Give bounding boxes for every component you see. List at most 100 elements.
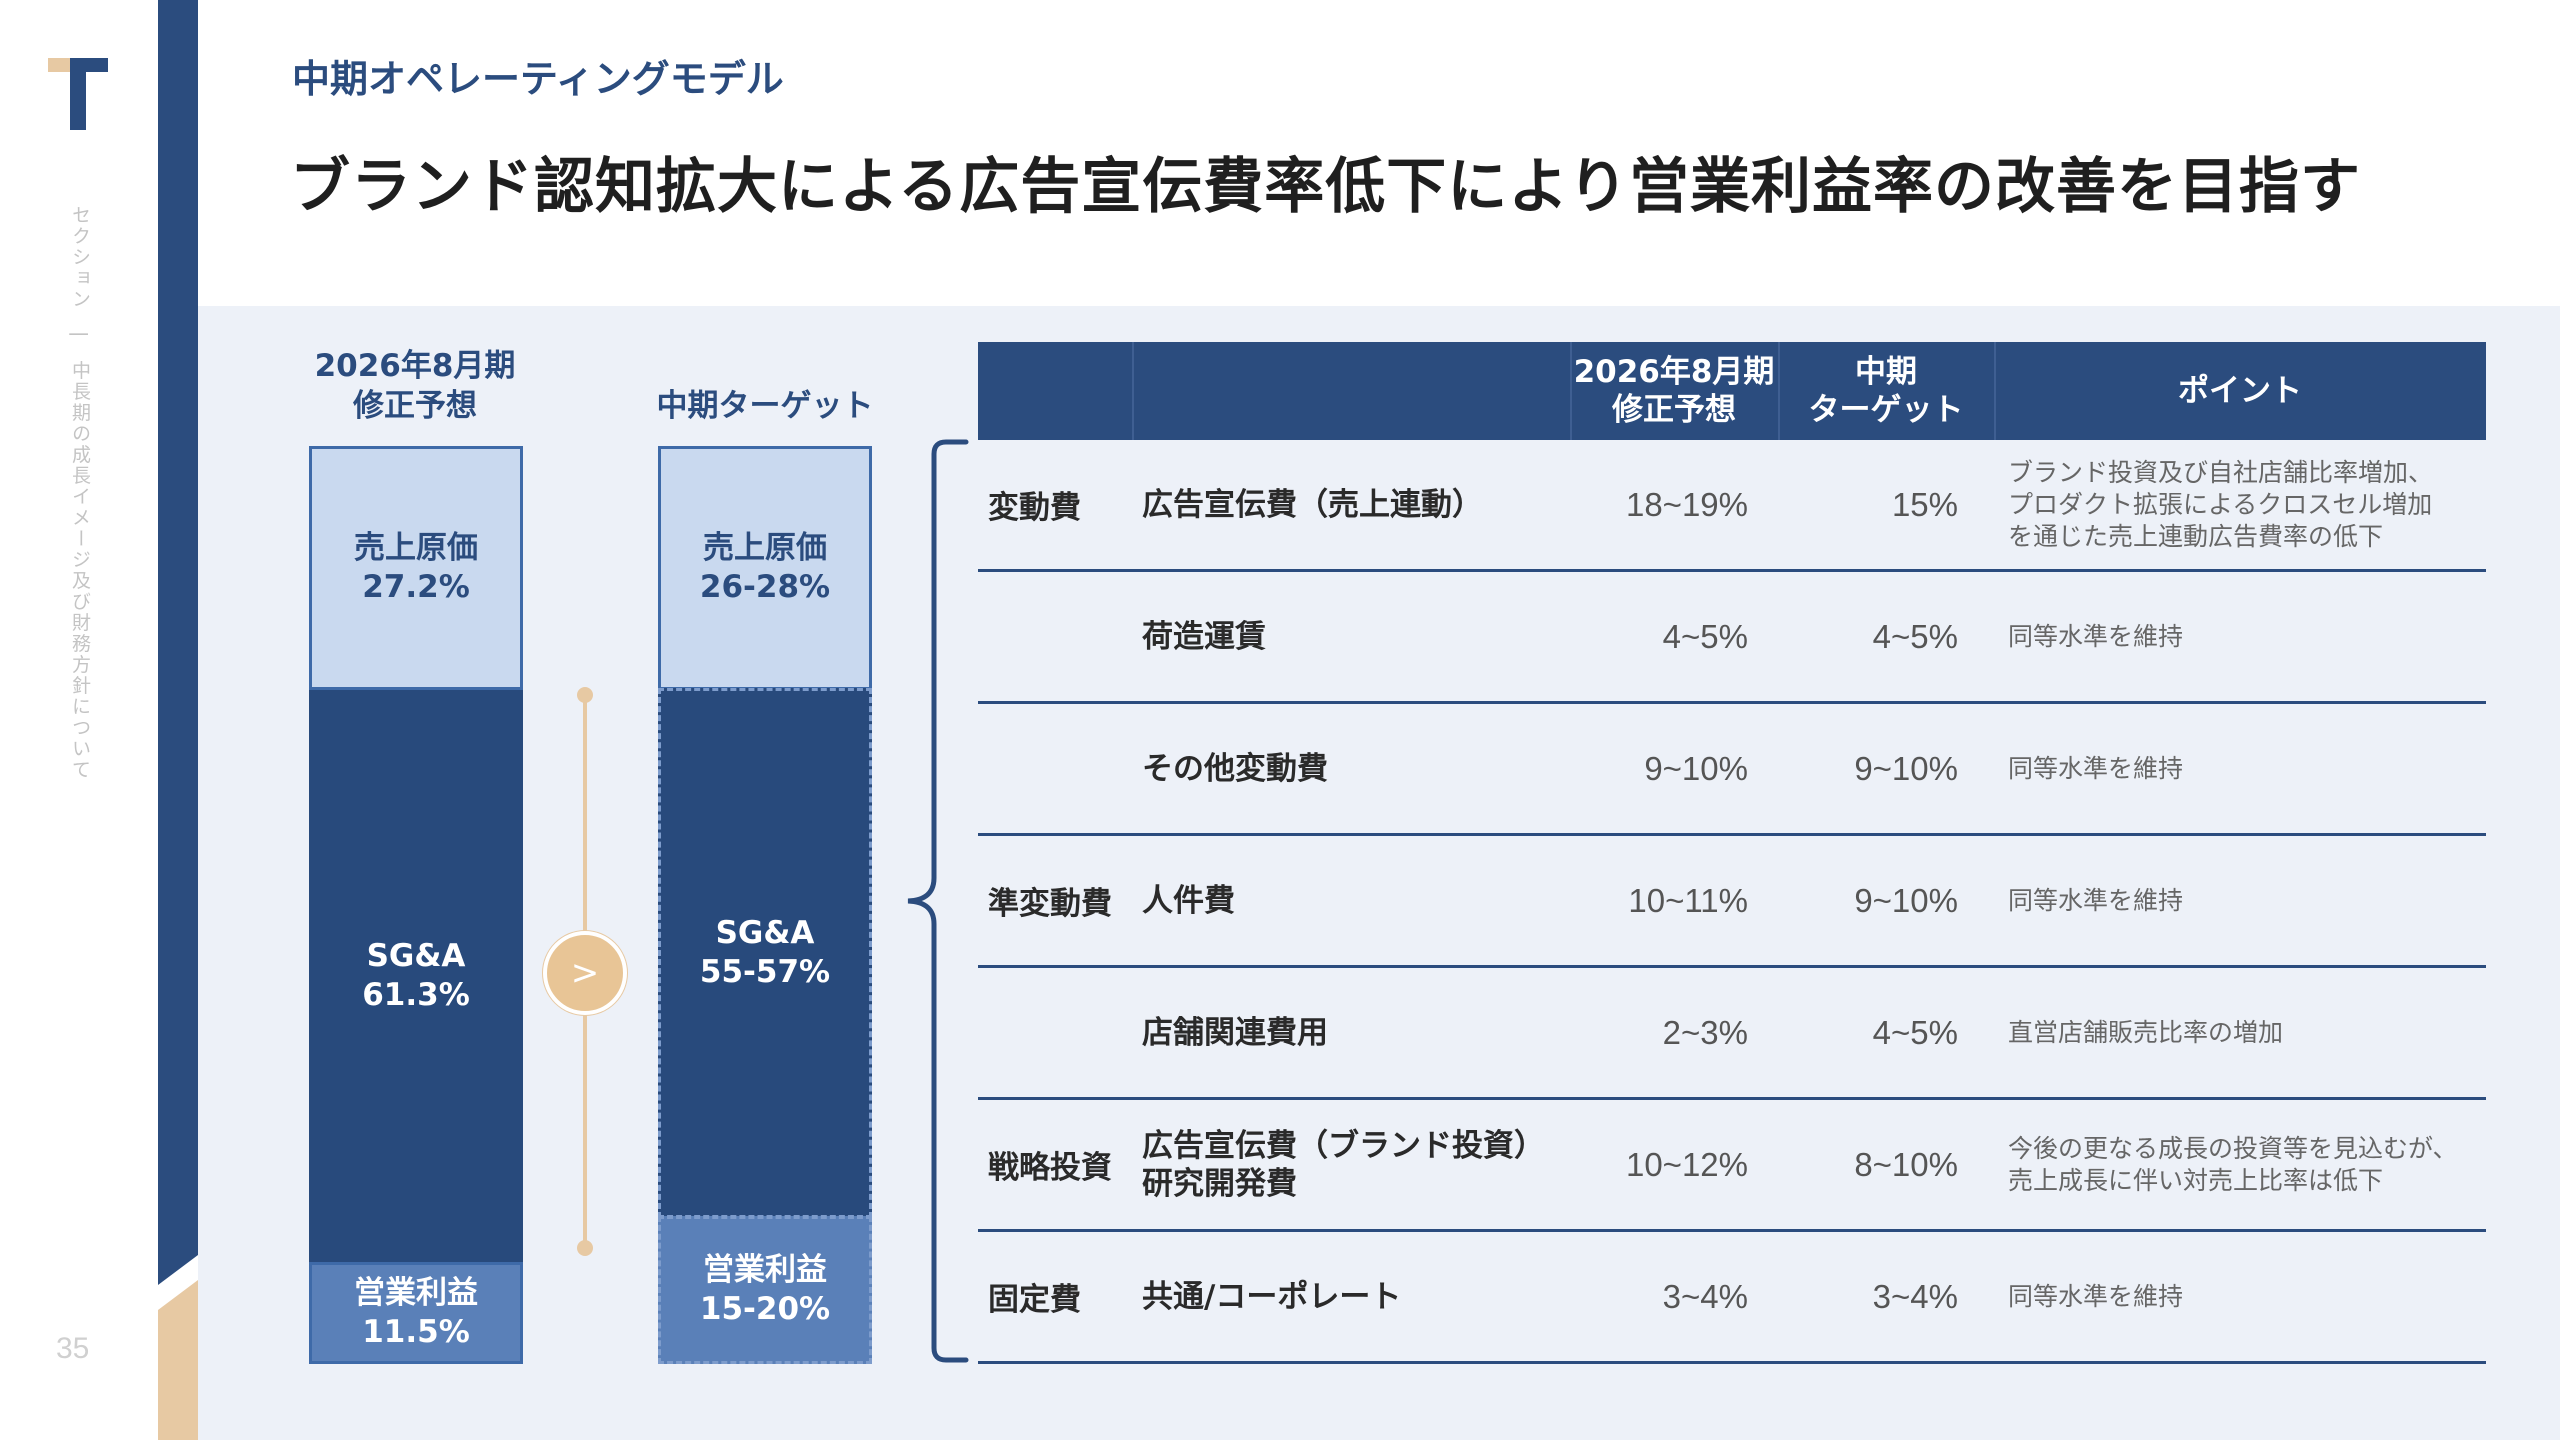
current-cogs-label: 売上原価 xyxy=(354,530,478,566)
row-current-value: 10~11% xyxy=(1628,881,1748,919)
page-number: 35 xyxy=(56,1332,90,1365)
row-target-value: 15% xyxy=(1891,485,1958,523)
table-row: 変動費 広告宣伝費（売上連動） 18~19% 15% ブランド投資及び自社店舗比率増加、… xyxy=(978,440,2486,572)
section-label: セクション | 中長期の成長イメージ及び財務方針について xyxy=(69,205,91,781)
table-body: 変動費 広告宣伝費（売上連動） 18~19% 15% ブランド投資及び自社店舗比率増加、… xyxy=(978,440,2486,1364)
current-sga-value: 61.3% xyxy=(362,977,470,1013)
row-point-line: 同等水準を維持 xyxy=(2008,885,2184,915)
current-sga-label: SG&A xyxy=(366,938,466,974)
row-current-value: 18~19% xyxy=(1625,485,1748,523)
target-sga-label: SG&A xyxy=(715,915,815,951)
row-current-value: 3~4% xyxy=(1662,1277,1748,1315)
row-point-line: プロダクト拡張によるクロスセル増加 xyxy=(2008,489,2433,519)
decorative-rail-tan xyxy=(158,1280,198,1440)
table-row: 固定費 共通/コーポレート 3~4% 3~4% 同等水準を維持 xyxy=(978,1232,2486,1364)
row-item-line: 荷造運賃 xyxy=(1142,618,1266,655)
table-row: 準変動費 人件費 10~11% 9~10% 同等水準を維持 xyxy=(978,836,2486,968)
current-op-label: 営業利益 xyxy=(354,1275,478,1311)
row-item-line: 店舗関連費用 xyxy=(1142,1014,1328,1051)
row-point-line: 同等水準を維持 xyxy=(2008,1281,2184,1311)
row-point-line: ブランド投資及び自社店舗比率増加、 xyxy=(2008,457,2434,487)
row-target-value: 8~10% xyxy=(1854,1145,1958,1183)
header-current-line2: 修正予想 xyxy=(1612,392,1736,428)
header-target-line2: ターゲット xyxy=(1808,392,1964,428)
row-category: 戦略投資 xyxy=(988,1150,1112,1186)
row-point-line: 直営店舗販売比率の増加 xyxy=(2008,1017,2284,1047)
row-category: 準変動費 xyxy=(988,886,1112,922)
row-current-value: 9~10% xyxy=(1644,749,1748,787)
transition-dot-top xyxy=(577,687,593,703)
row-current-value: 4~5% xyxy=(1662,617,1748,655)
row-item-line: 研究開発費 xyxy=(1142,1165,1297,1202)
row-item: その他変動費 xyxy=(1142,704,1328,833)
row-item-line: 人件費 xyxy=(1142,882,1235,919)
target-stack-header: 中期ターゲット xyxy=(640,386,890,426)
row-target-value: 9~10% xyxy=(1854,749,1958,787)
row-point-line: 同等水準を維持 xyxy=(2008,753,2184,783)
row-target-value: 4~5% xyxy=(1872,617,1958,655)
row-point: 同等水準を維持 xyxy=(2008,1232,2486,1361)
table-row: 荷造運賃 4~5% 4~5% 同等水準を維持 xyxy=(978,572,2486,704)
row-point: 同等水準を維持 xyxy=(2008,704,2486,833)
current-op-segment: 営業利益 11.5% xyxy=(309,1262,523,1364)
current-header-line1: 2026年8月期 xyxy=(314,348,516,384)
header-current: 2026年8月期 修正予想 xyxy=(1570,342,1778,440)
arrow-right-icon: > xyxy=(543,931,627,1015)
current-sga-segment: SG&A 61.3% xyxy=(309,690,523,1262)
row-point: 今後の更なる成長の投資等を見込むが、 売上成長に伴い対売上比率は低下 xyxy=(2008,1100,2486,1229)
row-item: 人件費 xyxy=(1142,836,1235,965)
header-current-line1: 2026年8月期 xyxy=(1573,354,1775,390)
header-target: 中期 ターゲット xyxy=(1778,342,1994,440)
row-target-value: 3~4% xyxy=(1872,1277,1958,1315)
target-op-value: 15-20% xyxy=(699,1291,831,1327)
target-cogs-value: 26-28% xyxy=(699,569,831,605)
row-target-value: 4~5% xyxy=(1872,1013,1958,1051)
row-point-line: 売上成長に伴い対売上比率は低下 xyxy=(2008,1165,2384,1195)
row-current-value: 2~3% xyxy=(1662,1013,1748,1051)
transition-dot-bottom xyxy=(577,1240,593,1256)
target-op-segment: 営業利益 15-20% xyxy=(658,1216,872,1364)
row-point-line: を通じた売上連動広告費率の低下 xyxy=(2008,521,2384,551)
cost-structure-table: 2026年8月期 修正予想 中期 ターゲット ポイント 変動費 広告宣伝費（売上連… xyxy=(978,342,2486,1364)
row-item-line: 広告宣伝費（ブランド投資） xyxy=(1142,1127,1545,1164)
slide-subtitle: 中期オペレーティングモデル xyxy=(292,57,784,101)
table-row: その他変動費 9~10% 9~10% 同等水準を維持 xyxy=(978,704,2486,836)
table-row: 店舗関連費用 2~3% 4~5% 直営店舗販売比率の増加 xyxy=(978,968,2486,1100)
row-category: 固定費 xyxy=(988,1282,1081,1318)
table-header: 2026年8月期 修正予想 中期 ターゲット ポイント xyxy=(978,342,2486,440)
company-logo xyxy=(48,58,108,130)
row-item: 共通/コーポレート xyxy=(1142,1232,1401,1361)
current-stack-header: 2026年8月期 修正予想 xyxy=(300,346,530,426)
target-sga-segment: SG&A 55-57% xyxy=(658,688,872,1218)
current-op-value: 11.5% xyxy=(362,1314,470,1350)
decorative-rail-navy xyxy=(158,0,198,1285)
row-point-line: 同等水準を維持 xyxy=(2008,621,2184,651)
target-cogs-segment: 売上原価 26-28% xyxy=(658,446,872,690)
target-op-label: 営業利益 xyxy=(703,1252,827,1288)
row-category: 変動費 xyxy=(988,490,1081,526)
table-row: 戦略投資 広告宣伝費（ブランド投資） 研究開発費 10~12% 8~10% 今後の更なる成… xyxy=(978,1100,2486,1232)
current-cogs-segment: 売上原価 27.2% xyxy=(309,446,523,690)
target-cogs-label: 売上原価 xyxy=(703,530,827,566)
target-sga-value: 55-57% xyxy=(699,954,831,990)
row-item-line: その他変動費 xyxy=(1142,750,1328,787)
current-header-line2: 修正予想 xyxy=(353,388,477,424)
header-target-line1: 中期 xyxy=(1855,354,1917,390)
row-point: 同等水準を維持 xyxy=(2008,836,2486,965)
header-point: ポイント xyxy=(2178,373,2302,409)
row-point: 同等水準を維持 xyxy=(2008,572,2486,701)
row-item: 店舗関連費用 xyxy=(1142,968,1328,1097)
row-point: ブランド投資及び自社店舗比率増加、 プロダクト拡張によるクロスセル増加 を通じた売上… xyxy=(2008,440,2486,569)
slide-title: ブランド認知拡大による広告宣伝費率低下により営業利益率の改善を目指す xyxy=(290,152,2361,222)
target-header-line1: 中期ターゲット xyxy=(656,388,874,424)
row-item-line: 共通/コーポレート xyxy=(1142,1278,1402,1315)
row-target-value: 9~10% xyxy=(1854,881,1958,919)
row-item: 広告宣伝費（ブランド投資） 研究開発費 xyxy=(1142,1100,1545,1229)
curly-brace-icon xyxy=(907,439,969,1363)
current-cogs-value: 27.2% xyxy=(362,569,470,605)
row-point-line: 今後の更なる成長の投資等を見込むが、 xyxy=(2008,1133,2458,1163)
row-item: 広告宣伝費（売上連動） xyxy=(1142,440,1483,569)
row-item-line: 広告宣伝費（売上連動） xyxy=(1142,486,1483,523)
row-item: 荷造運賃 xyxy=(1142,572,1266,701)
row-point: 直営店舗販売比率の増加 xyxy=(2008,968,2486,1097)
